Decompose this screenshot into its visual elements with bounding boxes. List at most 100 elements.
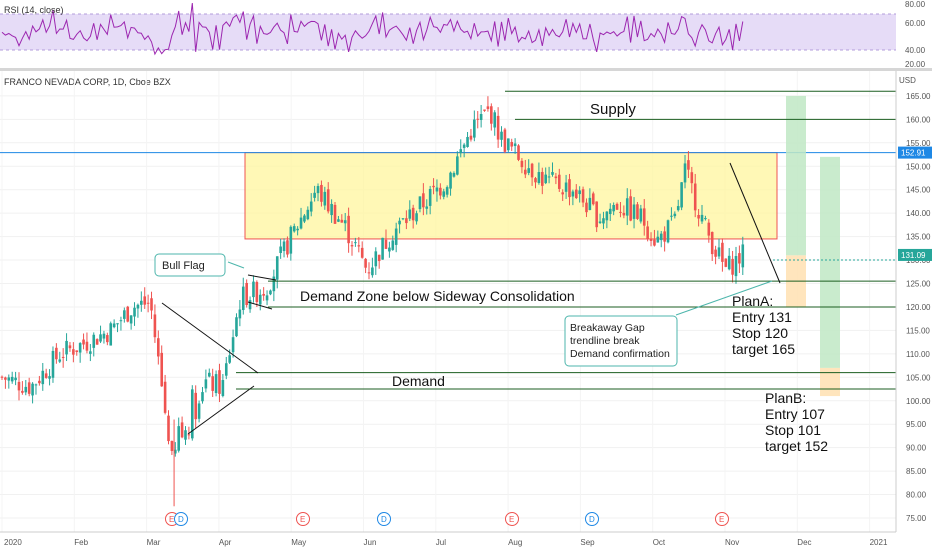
plan-a-target-zone	[786, 95, 806, 256]
candle-body	[530, 163, 534, 178]
time-axis[interactable]: 2020 Feb Mar Apr May Jun Jul Aug Sep Oct Nov Dec 202…	[0, 531, 896, 547]
candle-body	[82, 339, 85, 345]
candle-body	[462, 144, 466, 148]
candle-body	[717, 247, 721, 257]
rsi-band	[0, 14, 896, 50]
candle-body	[95, 339, 99, 345]
time-tick-label: May	[291, 538, 306, 547]
candle-body	[41, 370, 45, 385]
candle-body	[680, 182, 683, 208]
candle-body	[224, 363, 228, 376]
price-tick-label: 135.00	[906, 233, 931, 242]
candle-body	[585, 202, 588, 213]
time-tick-label: Feb	[74, 538, 88, 547]
candle-body	[449, 172, 452, 189]
rsi-label: RSI (14, close)	[4, 5, 64, 15]
candle-body	[520, 160, 524, 168]
candle-body	[727, 255, 731, 270]
panel-separator[interactable]	[0, 68, 932, 71]
candle-body	[7, 377, 11, 381]
breakaway-callout	[564, 315, 678, 367]
plan-b-line: target 152	[765, 438, 828, 454]
candle-body	[180, 422, 184, 438]
candle-body	[405, 218, 408, 224]
candle-body	[309, 201, 313, 212]
earnings-marker	[715, 512, 729, 526]
dividend-marker	[377, 512, 391, 526]
earnings-marker-letter: E	[719, 515, 724, 524]
downtrend-line	[729, 162, 781, 284]
dividend-marker-letter: D	[381, 515, 387, 524]
time-tick-label: Mar	[147, 538, 161, 547]
candle-body	[228, 355, 231, 363]
candle-body	[673, 213, 677, 217]
price-tick-label: 100.00	[906, 397, 931, 406]
candles	[0, 96, 745, 507]
candle-body	[333, 204, 337, 224]
price-tick-label: 115.00	[906, 326, 930, 335]
candle-body	[313, 192, 316, 198]
candle-body	[207, 372, 211, 377]
triangle-lower-trendline	[187, 385, 255, 435]
plan-b-target-zone	[820, 156, 840, 368]
time-tick-label: Nov	[725, 538, 739, 547]
candle-body	[133, 307, 136, 317]
candle-body	[99, 334, 102, 342]
candle-body	[731, 258, 734, 275]
candle-body	[554, 176, 558, 179]
candle-body	[245, 282, 248, 306]
candle-body	[513, 143, 517, 147]
supply-price-badge-bg	[898, 146, 932, 159]
price-tick-label: 120.00	[906, 303, 931, 312]
candle-body	[167, 415, 170, 442]
candle-body	[197, 403, 201, 419]
candle-body	[557, 174, 561, 189]
candle-body	[639, 208, 643, 222]
candle-body	[445, 187, 449, 195]
price-axis[interactable]: 75.00 80.00 85.00 90.00 95.00 100.00 105.00 110…	[906, 92, 931, 523]
candle-body	[656, 236, 660, 243]
candle-body	[547, 176, 551, 178]
candle-body	[588, 197, 592, 210]
candle-body	[129, 315, 133, 324]
candle-body	[4, 377, 7, 380]
candle-body	[55, 347, 58, 360]
candle-body	[527, 168, 531, 173]
candle-body	[24, 386, 28, 393]
candle-body	[466, 136, 469, 147]
candle-body	[574, 189, 578, 199]
candle-body	[649, 238, 653, 241]
candle-body	[343, 220, 347, 224]
candle-body	[401, 218, 405, 220]
candle-body	[306, 209, 310, 220]
candle-body	[123, 310, 126, 319]
candle-body	[456, 156, 459, 175]
candle-body	[612, 204, 615, 212]
candle-body	[255, 281, 259, 303]
candle-body	[476, 118, 480, 120]
bull-flag-callout	[154, 253, 226, 277]
candle-body	[48, 376, 51, 379]
candle-body	[632, 204, 636, 219]
candle-body	[734, 256, 738, 277]
candle-body	[184, 430, 187, 440]
candle-body	[653, 239, 656, 246]
price-tick-label: 125.00	[906, 280, 931, 289]
candle-body	[687, 160, 690, 170]
candle-body	[160, 352, 164, 387]
candle-body	[537, 172, 541, 183]
candle-body	[106, 335, 109, 343]
price-badges: 152.91 131.09	[898, 146, 932, 261]
candle-body	[676, 206, 680, 211]
callout-pointer	[675, 280, 773, 316]
candle-body	[534, 178, 537, 183]
candle-body	[659, 233, 663, 241]
candle-body	[693, 183, 697, 211]
price-panel: FRANCO NEVADA CORP, 1D, Cboe BZX USD Sup…	[0, 71, 932, 547]
candle-body	[350, 245, 354, 247]
candle-body	[418, 196, 422, 210]
candle-body	[500, 131, 503, 140]
candle-body	[619, 211, 622, 213]
